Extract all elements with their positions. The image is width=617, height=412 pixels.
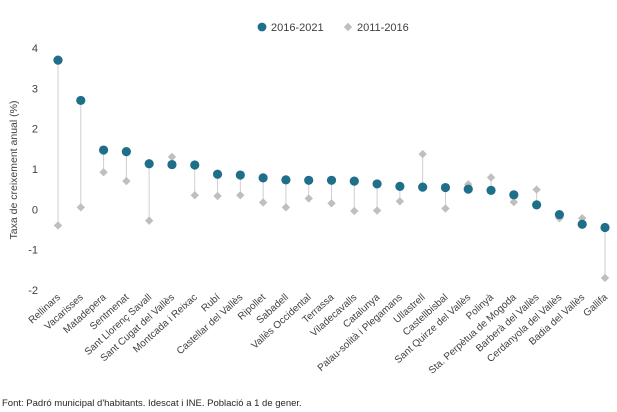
circle-point-2016-2021 <box>76 95 86 106</box>
y-tick-label: -1 <box>28 245 38 257</box>
x-axis-labels: RellinarsVacarissesMatadeperaSentmenatSa… <box>27 292 611 377</box>
circle-point-2016-2021 <box>53 55 63 65</box>
diamond-point-2011-2016 <box>600 273 610 283</box>
legend-label-2016-2021: 2016-2021 <box>271 22 324 34</box>
circle-point-2016-2021 <box>349 176 359 186</box>
diamond-point-2011-2016 <box>509 197 519 207</box>
diamond-point-2011-2016 <box>441 204 450 213</box>
circle-point-2016-2021 <box>235 170 245 180</box>
y-tick-label: 1 <box>32 164 38 176</box>
y-tick-label: 3 <box>32 83 38 95</box>
circle-point-2016-2021 <box>486 185 496 195</box>
source-note: Font: Padró municipal d'habitants. Idesc… <box>2 398 302 409</box>
diamond-point-2011-2016 <box>372 206 382 215</box>
circle-point-2016-2021 <box>418 182 428 192</box>
diamond-point-2011-2016 <box>304 194 313 203</box>
legend: 2016-2021 2011-2016 <box>257 22 409 34</box>
circle-point-2016-2021 <box>532 200 542 210</box>
circle-point-2016-2021 <box>600 222 610 233</box>
diamond-point-2011-2016 <box>213 191 222 201</box>
circle-point-2016-2021 <box>281 175 291 185</box>
connector-lines <box>57 60 606 278</box>
category-label: Gallifa <box>582 292 611 319</box>
diamond-point-2011-2016 <box>99 168 108 177</box>
y-axis: -2 -1 0 1 2 3 4 <box>28 43 38 297</box>
circle-point-2016-2021 <box>326 175 337 185</box>
y-tick-label: 4 <box>32 43 38 55</box>
circle-point-2016-2021 <box>167 159 177 170</box>
legend-diamond-icon <box>343 22 353 32</box>
legend-circle-icon <box>257 22 267 32</box>
circle-point-2016-2021 <box>395 181 405 191</box>
circle-point-2016-2021 <box>144 159 154 169</box>
diamond-point-2011-2016 <box>327 199 336 208</box>
diamond-point-2011-2016 <box>144 216 154 225</box>
diamond-point-2011-2016 <box>578 214 587 223</box>
circle-point-2016-2021 <box>463 184 473 194</box>
diamond-point-2011-2016 <box>122 176 131 186</box>
circle-point-2016-2021 <box>554 209 565 220</box>
data-marks <box>53 55 610 283</box>
circle-point-2016-2021 <box>440 182 451 193</box>
circle-point-2016-2021 <box>577 219 587 229</box>
diamond-point-2011-2016 <box>418 149 427 159</box>
circle-point-2016-2021 <box>121 147 131 157</box>
y-tick-label: 0 <box>32 204 38 216</box>
diamond-point-2011-2016 <box>53 221 63 230</box>
diamond-point-2011-2016 <box>236 191 245 200</box>
diamond-point-2011-2016 <box>281 203 291 212</box>
circle-point-2016-2021 <box>304 175 314 185</box>
circle-point-2016-2021 <box>190 160 200 170</box>
diamond-point-2011-2016 <box>532 185 541 194</box>
diamond-point-2011-2016 <box>350 206 359 216</box>
diamond-point-2011-2016 <box>76 203 85 212</box>
diamond-point-2011-2016 <box>167 152 177 162</box>
legend-label-2011-2016: 2011-2016 <box>357 22 409 34</box>
circle-point-2016-2021 <box>372 179 382 189</box>
y-tick-label: 2 <box>32 124 38 136</box>
circle-point-2016-2021 <box>98 145 109 155</box>
diamond-point-2011-2016 <box>486 173 496 182</box>
circle-point-2016-2021 <box>509 190 519 200</box>
circle-point-2016-2021 <box>258 173 268 183</box>
circle-point-2016-2021 <box>212 169 223 179</box>
diamond-point-2011-2016 <box>258 198 268 207</box>
diamond-point-2011-2016 <box>190 191 199 200</box>
diamond-point-2011-2016 <box>395 197 405 206</box>
y-axis-label: Taxa de creixement anual (%) <box>8 101 20 240</box>
y-tick-label: -2 <box>28 285 38 297</box>
